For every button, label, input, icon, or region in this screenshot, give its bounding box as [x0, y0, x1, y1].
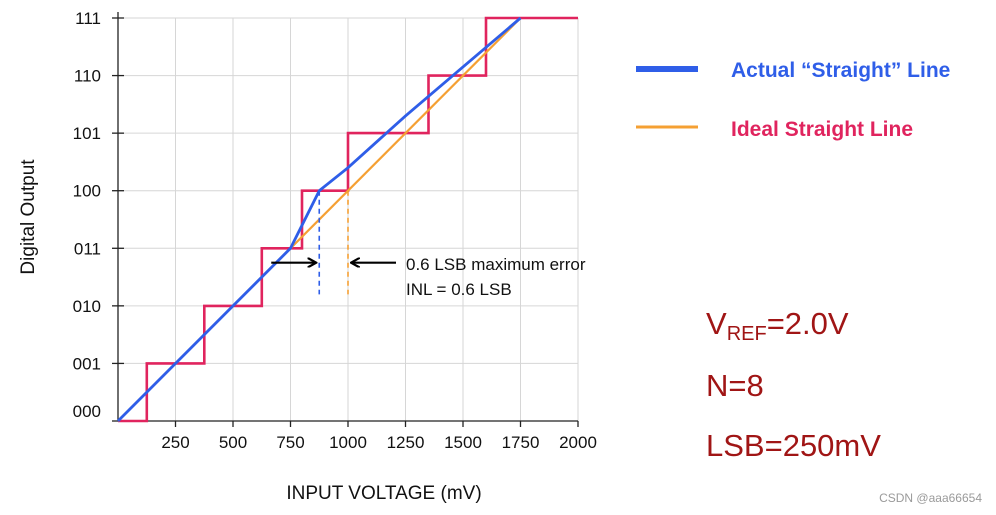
- vref-prefix: V: [706, 306, 727, 341]
- x-tick-label-500: 500: [219, 433, 247, 452]
- y-tick-label-111: 111: [75, 9, 101, 28]
- axes: [112, 12, 579, 427]
- y-tick-label-110: 110: [74, 67, 101, 86]
- y-tick-label-101: 101: [73, 124, 101, 143]
- series-actual: [117, 16, 522, 422]
- y-tick-label-001: 001: [73, 354, 101, 373]
- y-tick-label-010: 010: [73, 297, 101, 316]
- legend-ideal-label: Ideal Straight Line: [731, 118, 913, 141]
- annotation-line-1: 0.6 LSB maximum error: [406, 255, 586, 274]
- watermark: CSDN @aaa66654: [879, 491, 982, 505]
- y-tick-label-000: 000: [73, 402, 101, 421]
- x-tick-label-1750: 1750: [502, 433, 540, 452]
- x-tick-label-250: 250: [161, 433, 189, 452]
- x-tick-label-1250: 1250: [387, 433, 425, 452]
- x-tick-label-1000: 1000: [329, 433, 367, 452]
- legend-actual-label: Actual “Straight” Line: [731, 59, 950, 82]
- vref-subscript: REF: [726, 323, 767, 345]
- y-tick-label-011: 011: [74, 239, 101, 258]
- legend: Actual “Straight” Line Ideal Straight Li…: [636, 59, 950, 141]
- x-tick-label-2000: 2000: [559, 433, 597, 452]
- x-tick-label-1500: 1500: [444, 433, 482, 452]
- annotation-line-2: INL = 0.6 LSB: [406, 280, 512, 299]
- x-axis-title: INPUT VOLTAGE (mV): [286, 483, 481, 504]
- y-axis-title: Digital Output: [18, 159, 39, 275]
- tick-labels: 250 500 750 1000 1250 1500 1750 2000 000 001 010 01…: [73, 9, 597, 452]
- error-markers: [271, 190, 396, 295]
- y-tick-label-100: 100: [73, 182, 101, 201]
- vref-value: =2.0V: [766, 306, 849, 341]
- vref-param: VREF=2.0V: [706, 308, 849, 344]
- x-tick-label-750: 750: [276, 433, 304, 452]
- lsb-param: LSB=250mV: [706, 428, 881, 463]
- n-param: N=8: [706, 368, 764, 403]
